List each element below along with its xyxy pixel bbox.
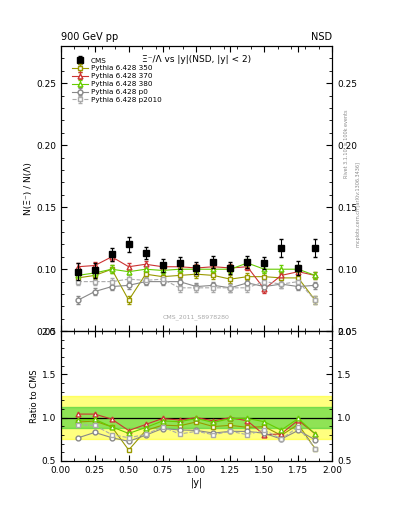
Y-axis label: N(Ξ⁻) / N(Λ): N(Ξ⁻) / N(Λ) xyxy=(24,162,33,215)
Text: 900 GeV pp: 900 GeV pp xyxy=(61,32,118,42)
Legend: CMS, Pythia 6.428 350, Pythia 6.428 370, Pythia 6.428 380, Pythia 6.428 p0, Pyth: CMS, Pythia 6.428 350, Pythia 6.428 370,… xyxy=(70,55,164,105)
Bar xyxy=(61,407,332,428)
Text: Ξ⁻/Λ vs |y|(NSD, |y| < 2): Ξ⁻/Λ vs |y|(NSD, |y| < 2) xyxy=(142,55,251,63)
Text: mcplots.cern.ch [arXiv:1306.3436]: mcplots.cern.ch [arXiv:1306.3436] xyxy=(356,162,361,247)
Y-axis label: Ratio to CMS: Ratio to CMS xyxy=(30,369,39,423)
Text: Rivet 3.1.10, ≥ 100k events: Rivet 3.1.10, ≥ 100k events xyxy=(344,109,349,178)
Text: CMS_2011_S8978280: CMS_2011_S8978280 xyxy=(163,314,230,320)
X-axis label: |y|: |y| xyxy=(190,477,203,488)
Bar xyxy=(61,396,332,439)
Text: NSD: NSD xyxy=(311,32,332,42)
